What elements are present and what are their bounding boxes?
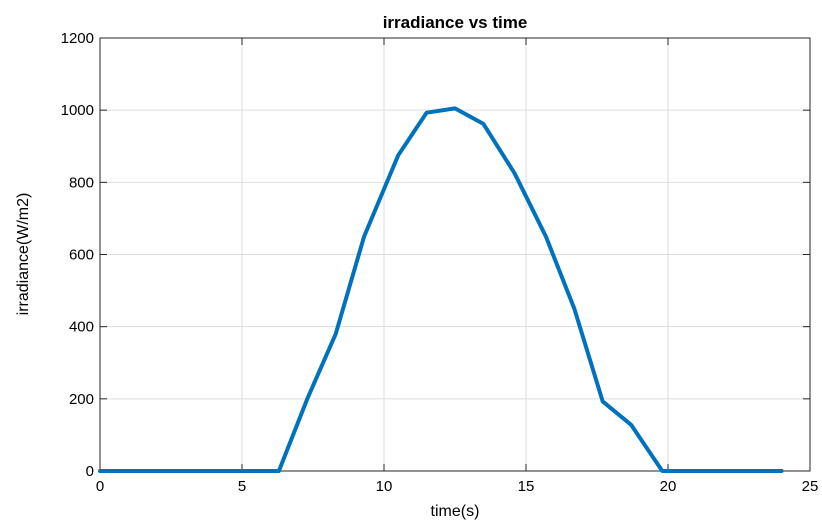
x-tick-label: 20 (660, 478, 677, 495)
chart-title: irradiance vs time (383, 13, 528, 32)
y-axis-label: irradiance(W/m2) (15, 193, 32, 316)
x-tick-label: 10 (376, 478, 393, 495)
tick-labels: 0 5 10 15 20 25 0 200 400 600 800 1000 1200 (61, 30, 819, 495)
y-tick-label: 1200 (61, 30, 94, 47)
x-tick-label: 0 (96, 478, 104, 495)
y-tick-label: 600 (69, 247, 94, 264)
x-axis-label: time(s) (431, 503, 480, 520)
y-tick-label: 200 (69, 391, 94, 408)
x-tick-label: 15 (518, 478, 535, 495)
x-tick-label: 25 (802, 478, 819, 495)
y-tick-label: 800 (69, 174, 94, 191)
y-tick-label: 0 (86, 463, 94, 480)
series-group (98, 106, 784, 473)
y-tick-label: 1000 (61, 102, 94, 119)
y-tick-label: 400 (69, 319, 94, 336)
x-tick-label: 5 (238, 478, 246, 495)
